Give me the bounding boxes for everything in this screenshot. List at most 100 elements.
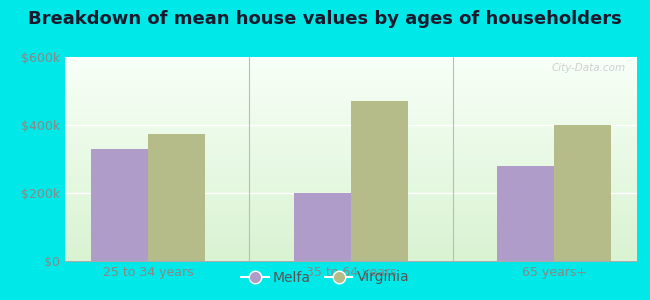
Bar — [65, 154, 637, 155]
Bar — [65, 98, 637, 99]
Bar — [65, 120, 637, 121]
Bar — [65, 213, 637, 214]
Bar — [65, 207, 637, 208]
Bar — [65, 106, 637, 107]
Bar — [65, 99, 637, 100]
Bar — [65, 146, 637, 147]
Bar — [65, 202, 637, 203]
Bar — [65, 216, 637, 217]
Bar — [65, 136, 637, 138]
Bar — [65, 258, 637, 259]
Bar — [65, 145, 637, 146]
Bar — [65, 247, 637, 248]
Bar — [65, 228, 637, 230]
Bar — [65, 97, 637, 98]
Bar — [65, 251, 637, 252]
Bar — [148, 134, 205, 261]
Bar — [65, 222, 637, 223]
Bar — [65, 119, 637, 120]
Bar — [65, 189, 637, 190]
Bar — [65, 72, 637, 73]
Legend: Melfa, Virginia: Melfa, Virginia — [235, 265, 415, 290]
Bar — [65, 217, 637, 218]
Bar — [65, 160, 637, 161]
Bar — [65, 153, 637, 154]
Bar — [65, 133, 637, 134]
Bar — [65, 58, 637, 59]
Bar — [65, 112, 637, 113]
Bar — [65, 214, 637, 215]
Bar — [65, 243, 637, 244]
Bar — [65, 219, 637, 220]
Bar — [65, 123, 637, 124]
Bar — [65, 100, 637, 101]
Bar — [65, 179, 637, 180]
Bar — [65, 248, 637, 249]
Bar — [91, 149, 148, 261]
Bar — [65, 225, 637, 226]
Bar — [65, 170, 637, 171]
Bar — [65, 91, 637, 92]
Bar — [65, 238, 637, 240]
Bar — [65, 204, 637, 205]
Bar — [65, 76, 637, 77]
Bar — [65, 126, 637, 128]
Bar — [65, 102, 637, 103]
Bar — [65, 115, 637, 116]
Bar — [65, 61, 637, 62]
Bar — [65, 107, 637, 108]
Bar — [65, 172, 637, 173]
Bar — [65, 226, 637, 227]
Bar — [65, 140, 637, 141]
Bar — [65, 131, 637, 133]
Bar — [65, 90, 637, 91]
Bar — [65, 254, 637, 255]
Bar — [65, 121, 637, 122]
Bar — [65, 109, 637, 110]
Bar — [65, 60, 637, 61]
Bar — [65, 195, 637, 196]
Bar — [65, 96, 637, 97]
Bar — [65, 63, 637, 64]
Bar — [65, 178, 637, 179]
Text: City-Data.com: City-Data.com — [551, 63, 625, 73]
Bar — [65, 241, 637, 242]
Bar — [65, 196, 637, 197]
Bar — [65, 139, 637, 140]
Bar — [65, 188, 637, 189]
Bar — [65, 167, 637, 168]
Bar — [65, 176, 637, 177]
Bar — [65, 240, 637, 241]
Bar — [65, 168, 637, 169]
Bar — [65, 108, 637, 109]
Bar — [65, 149, 637, 150]
Bar — [65, 113, 637, 114]
Bar — [65, 77, 637, 78]
Bar — [65, 157, 637, 158]
Bar — [65, 177, 637, 178]
Bar — [65, 124, 637, 125]
Bar — [65, 238, 637, 239]
Bar — [351, 101, 408, 261]
Bar — [65, 203, 637, 204]
Bar — [65, 174, 637, 175]
Bar — [65, 62, 637, 63]
Bar — [65, 255, 637, 256]
Bar — [65, 147, 637, 148]
Bar — [65, 166, 637, 167]
Bar — [65, 83, 637, 85]
Bar — [65, 129, 637, 130]
Bar — [65, 162, 637, 163]
Bar — [65, 117, 637, 118]
Bar — [65, 158, 637, 159]
Bar — [65, 161, 637, 162]
Bar — [65, 215, 637, 216]
Bar — [65, 235, 637, 236]
Bar — [65, 193, 637, 194]
Bar — [65, 223, 637, 224]
Bar — [65, 82, 637, 83]
Bar — [65, 210, 637, 211]
Bar — [65, 74, 637, 75]
Bar — [65, 130, 637, 131]
Bar — [65, 205, 637, 206]
